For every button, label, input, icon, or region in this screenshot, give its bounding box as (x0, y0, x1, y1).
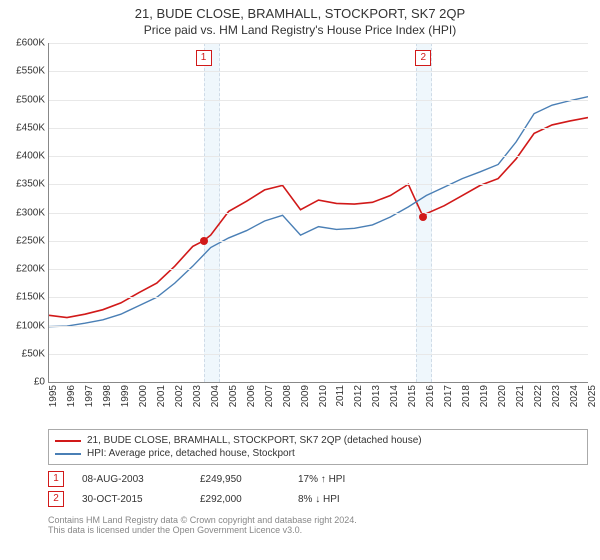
gridline (49, 156, 588, 157)
legend-item-hpi: HPI: Average price, detached house, Stoc… (55, 447, 581, 460)
gridline (49, 297, 588, 298)
y-tick-label: £600K (1, 38, 45, 49)
event-row-1: 1 08-AUG-2003 £249,950 17% ↑ HPI (48, 469, 588, 489)
legend-swatch-property (55, 440, 81, 442)
gridline (49, 100, 588, 101)
chart-titles: 21, BUDE CLOSE, BRAMHALL, STOCKPORT, SK7… (0, 0, 600, 37)
legend-label-property: 21, BUDE CLOSE, BRAMHALL, STOCKPORT, SK7… (87, 435, 422, 446)
y-tick-label: £200K (1, 264, 45, 275)
x-tick-label: 2015 (407, 385, 418, 407)
plot-area: £0£50K£100K£150K£200K£250K£300K£350K£400… (48, 43, 588, 383)
x-tick-label: 2024 (569, 385, 580, 407)
gridline (49, 184, 588, 185)
x-tick-label: 2018 (461, 385, 472, 407)
legend-item-property: 21, BUDE CLOSE, BRAMHALL, STOCKPORT, SK7… (55, 434, 581, 447)
gridline (49, 43, 588, 44)
x-tick-label: 2002 (174, 385, 185, 407)
y-tick-label: £450K (1, 122, 45, 133)
y-tick-label: £350K (1, 179, 45, 190)
event-marker-2: 2 (48, 491, 64, 507)
y-tick-label: £250K (1, 235, 45, 246)
x-tick-label: 2003 (192, 385, 203, 407)
x-tick-label: 2009 (300, 385, 311, 407)
event-row-2: 2 30-OCT-2015 £292,000 8% ↓ HPI (48, 489, 588, 509)
chart-title-main: 21, BUDE CLOSE, BRAMHALL, STOCKPORT, SK7… (0, 6, 600, 21)
footer-line-1: Contains HM Land Registry data © Crown c… (48, 515, 588, 525)
footer: Contains HM Land Registry data © Crown c… (48, 515, 588, 535)
x-tick-label: 2025 (587, 385, 598, 407)
x-tick-label: 1997 (84, 385, 95, 407)
gridline (49, 71, 588, 72)
x-tick-label: 2019 (479, 385, 490, 407)
gridline (49, 326, 588, 327)
legend-label-hpi: HPI: Average price, detached house, Stoc… (87, 448, 295, 459)
chart-container: 21, BUDE CLOSE, BRAMHALL, STOCKPORT, SK7… (0, 0, 600, 535)
event-marker-1: 1 (48, 471, 64, 487)
x-tick-label: 2011 (335, 385, 346, 407)
y-tick-label: £50K (1, 348, 45, 359)
x-tick-label: 2007 (264, 385, 275, 407)
y-tick-label: £0 (1, 377, 45, 388)
x-tick-label: 2004 (210, 385, 221, 407)
gridline (49, 213, 588, 214)
x-tick-label: 1996 (66, 385, 77, 407)
y-tick-label: £550K (1, 66, 45, 77)
x-tick-label: 2013 (371, 385, 382, 407)
x-tick-label: 2000 (138, 385, 149, 407)
event-date-2: 30-OCT-2015 (82, 494, 182, 505)
event-delta-2: 8% ↓ HPI (298, 494, 388, 505)
x-tick-label: 2021 (515, 385, 526, 407)
x-tick-label: 2020 (497, 385, 508, 407)
y-tick-label: £300K (1, 207, 45, 218)
x-tick-label: 2012 (353, 385, 364, 407)
x-tick-label: 2014 (389, 385, 400, 407)
legend: 21, BUDE CLOSE, BRAMHALL, STOCKPORT, SK7… (48, 429, 588, 465)
gridline (49, 241, 588, 242)
x-tick-label: 2010 (318, 385, 329, 407)
sale-marker-dot (200, 237, 208, 245)
event-price-1: £249,950 (200, 474, 280, 485)
event-price-2: £292,000 (200, 494, 280, 505)
sale-marker-box: 2 (415, 50, 431, 66)
x-tick-label: 1998 (102, 385, 113, 407)
x-tick-label: 1995 (48, 385, 59, 407)
gridline (49, 128, 588, 129)
y-tick-label: £400K (1, 151, 45, 162)
gridline (49, 269, 588, 270)
gridline (49, 354, 588, 355)
x-tick-label: 2001 (156, 385, 167, 407)
x-axis: 1995 1996 1997 1998 1999 2000 2001 2002 2003 2004… (48, 383, 588, 423)
x-tick-label: 2016 (425, 385, 436, 407)
x-tick-label: 2022 (533, 385, 544, 407)
x-tick-label: 2017 (443, 385, 454, 407)
x-tick-label: 1999 (120, 385, 131, 407)
series-line-property (49, 118, 588, 318)
sale-marker-dot (419, 213, 427, 221)
x-tick-label: 2006 (246, 385, 257, 407)
y-tick-label: £500K (1, 94, 45, 105)
footer-line-2: This data is licensed under the Open Gov… (48, 525, 588, 535)
sale-marker-box: 1 (196, 50, 212, 66)
chart-title-sub: Price paid vs. HM Land Registry's House … (0, 23, 600, 37)
x-tick-label: 2005 (228, 385, 239, 407)
sale-events: 1 08-AUG-2003 £249,950 17% ↑ HPI 2 30-OC… (48, 469, 588, 509)
legend-swatch-hpi (55, 453, 81, 455)
event-date-1: 08-AUG-2003 (82, 474, 182, 485)
y-tick-label: £150K (1, 292, 45, 303)
event-delta-1: 17% ↑ HPI (298, 474, 388, 485)
x-tick-label: 2008 (282, 385, 293, 407)
y-tick-label: £100K (1, 320, 45, 331)
x-tick-label: 2023 (551, 385, 562, 407)
